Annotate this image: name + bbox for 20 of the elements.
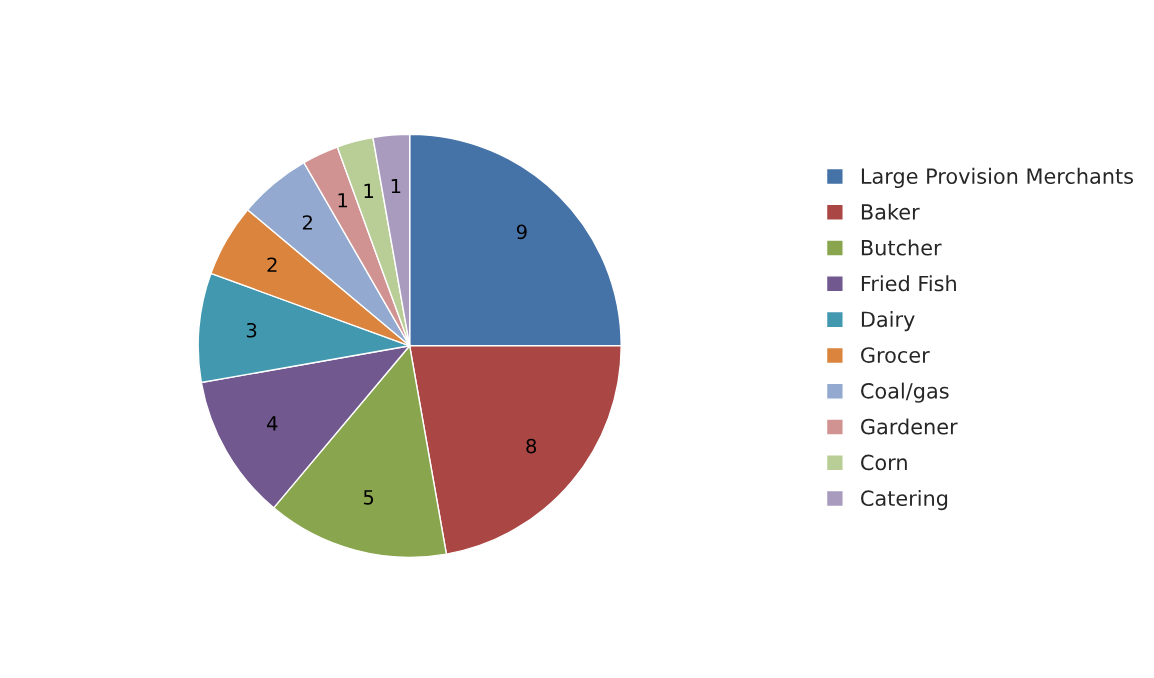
legend-label: Gardener [861,418,958,435]
legend-label: Large Provision Merchants [861,167,1134,189]
data-label: 1 [338,193,348,208]
data-label: 4 [267,416,278,431]
data-label: 1 [391,178,401,194]
legend-label: Corn [861,454,907,471]
data-label: 3 [246,322,257,338]
data-label: 9 [516,224,527,240]
legend-label: Grocer [861,347,930,363]
legend-label: Catering [861,489,948,511]
data-label: 2 [302,215,312,230]
data-label: 5 [363,490,374,505]
legend-label: Baker [861,203,920,220]
data-label: 1 [364,183,373,198]
legend-label: Dairy [861,311,915,332]
legend-label: Fried Fish [861,275,956,292]
data-label: 8 [526,438,537,454]
legend-label: Coal/gas [861,382,949,403]
legend-label: Butcher [861,239,942,256]
data-label: 2 [267,257,277,272]
